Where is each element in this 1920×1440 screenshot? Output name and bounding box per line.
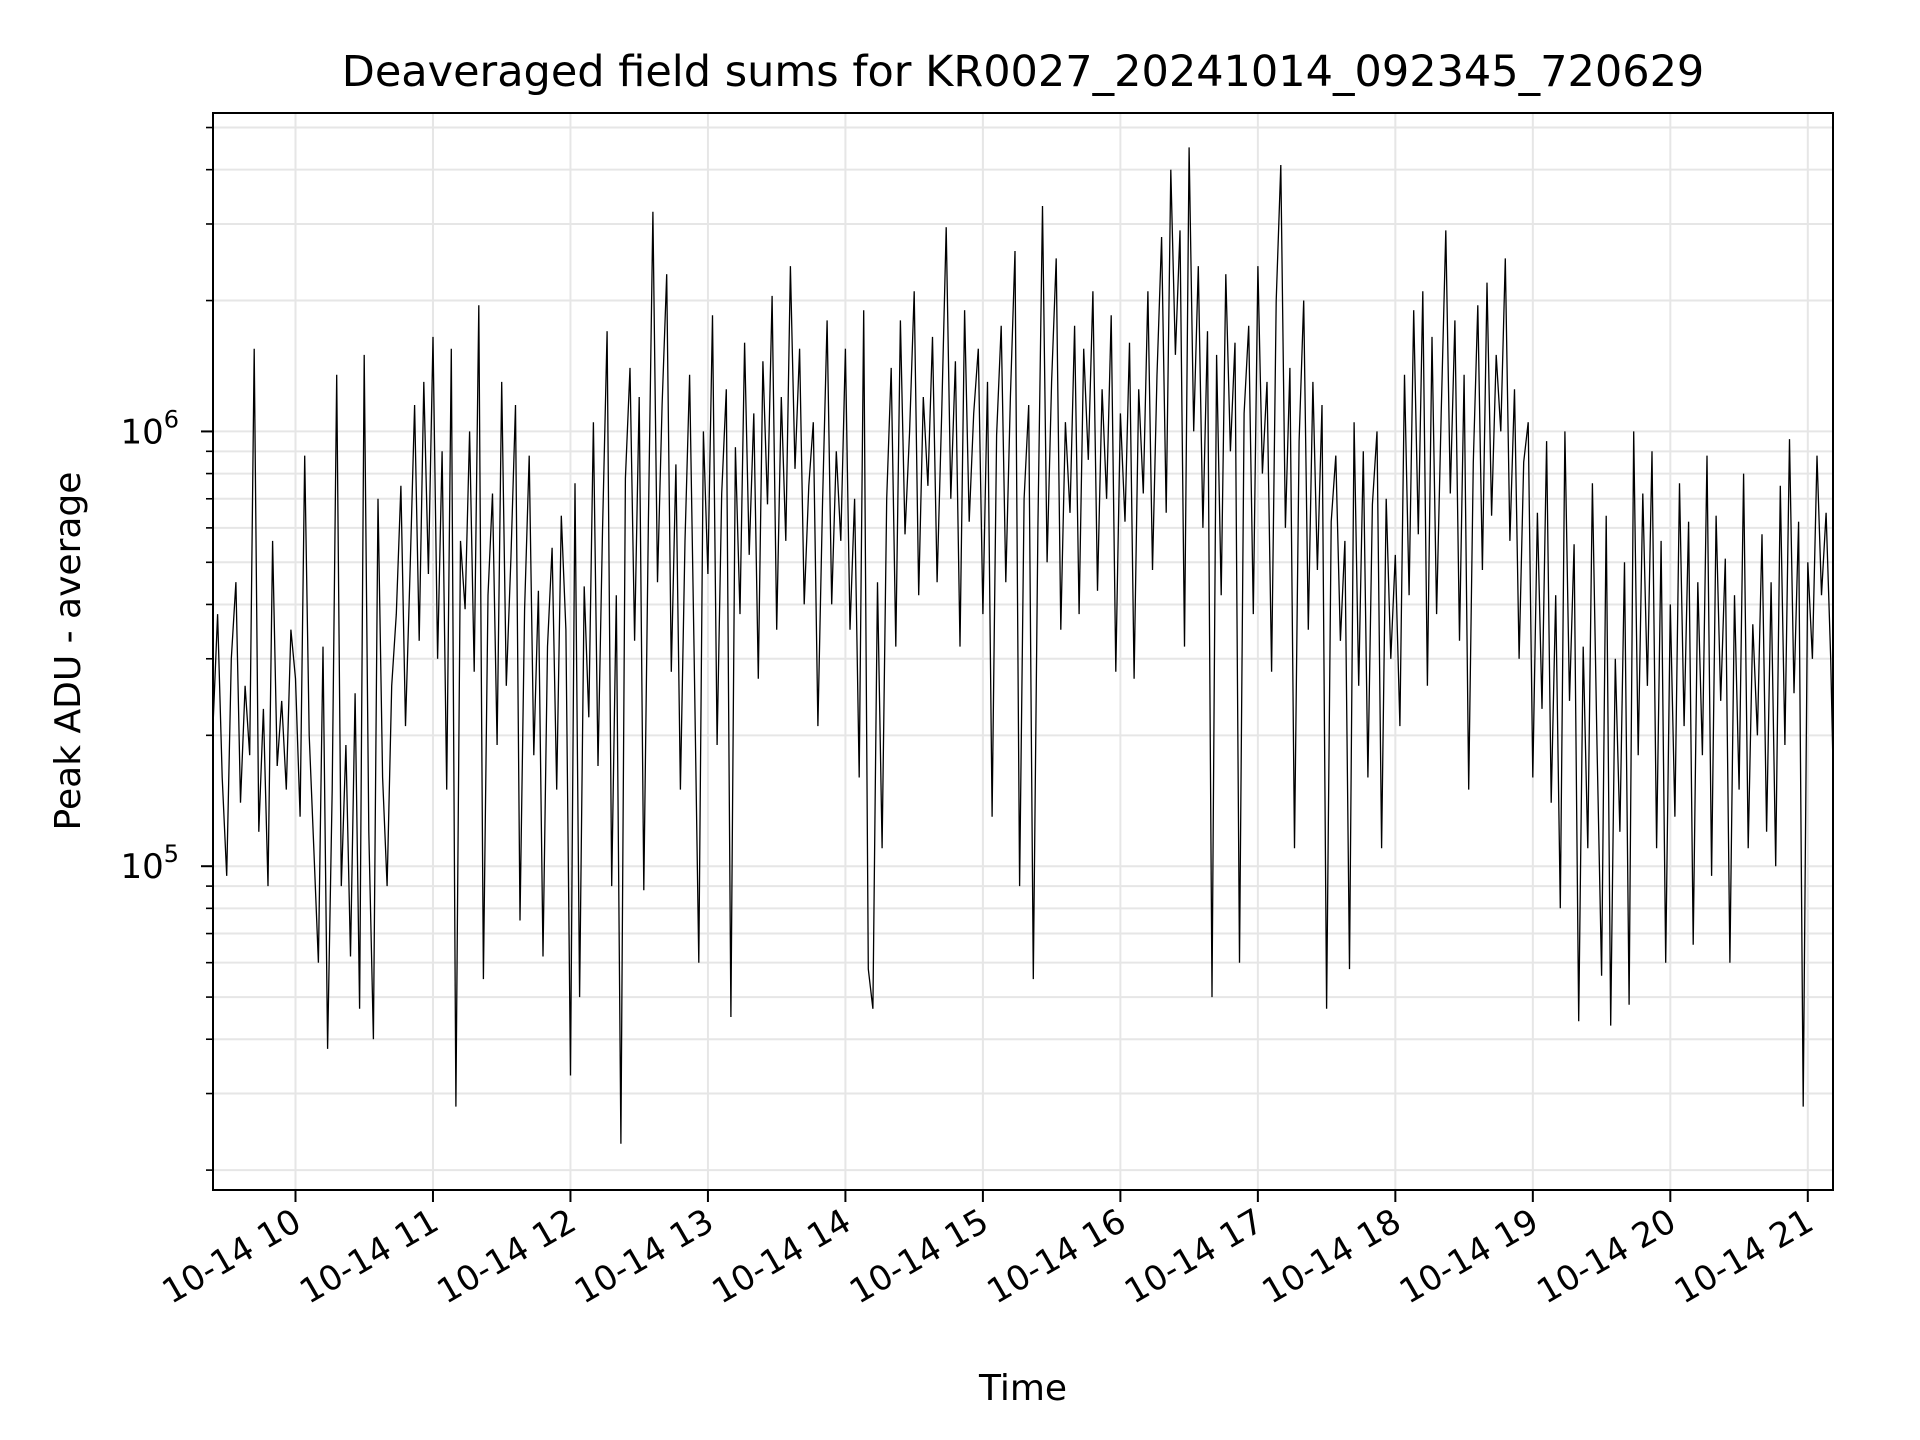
y-axis-ticks: 105 106 [120, 126, 213, 1171]
y-tick-label: 105 [120, 840, 179, 887]
plot-frame [212, 112, 1834, 1191]
chart-title: Deaveraged field sums for KR0027_2024101… [342, 47, 1705, 97]
y-tick-label: 106 [120, 405, 179, 452]
series-line [212, 147, 1834, 1144]
y-axis-label: Peak ADU - average [48, 472, 89, 831]
x-axis-label: Time [978, 1368, 1067, 1409]
